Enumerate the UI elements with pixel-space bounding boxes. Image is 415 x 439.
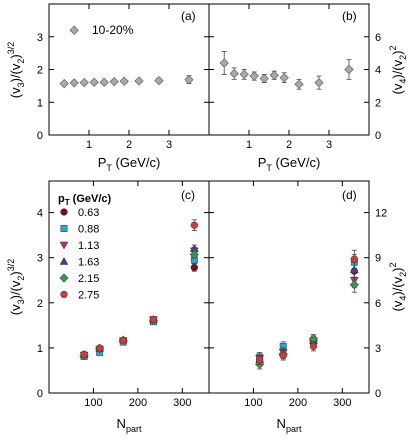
panel-b-point	[344, 64, 354, 75]
panel-c-point	[190, 221, 198, 229]
panel-a-point	[89, 77, 99, 87]
panel-a-point	[154, 76, 164, 86]
panel-c-point	[96, 344, 104, 352]
panel-b-point	[314, 77, 324, 88]
legend-marker	[60, 290, 68, 299]
legend-marker	[59, 273, 69, 283]
panel-a-legend-marker	[69, 25, 79, 35]
panel-c-ytick-label: 4	[37, 208, 43, 220]
panel-c-point	[149, 315, 158, 324]
panel-b-ytick-label: 4	[375, 65, 381, 77]
legend-title: pT (GeV/c)	[58, 193, 112, 207]
panel-a-ytick-label: 2	[37, 65, 43, 77]
panel-b-point	[294, 79, 304, 89]
panel-b-point	[229, 68, 239, 79]
panel-b-label: (b)	[342, 9, 357, 23]
panel-a-point	[134, 76, 144, 86]
panel-d-point	[349, 280, 359, 290]
panel-b-point	[259, 73, 269, 84]
panel-d-frame	[208, 180, 370, 394]
panel-b-xlabel: PT (GeV/c)	[258, 155, 321, 173]
panel-a-xlabel: PT (GeV/c)	[98, 155, 161, 173]
panel-c-xtick-label: 200	[129, 397, 147, 409]
panel-d-xlabel: Npart	[277, 416, 302, 434]
panel-c-xlabel: Npart	[117, 416, 142, 434]
legend-label: 1.13	[78, 240, 99, 252]
panel-d-ytick-label: 0	[375, 388, 381, 400]
legend-label: 0.63	[78, 207, 99, 219]
panel-d-ytick-label: 9	[375, 253, 381, 265]
panel-c-xtick-label: 300	[173, 397, 191, 409]
panel-d-ytick-label: 3	[375, 343, 381, 355]
panel-a-point	[119, 76, 129, 86]
panel-a-point	[109, 76, 119, 87]
panel-c-frame	[48, 180, 210, 394]
panel-c-ytick-label: 0	[37, 388, 43, 400]
panel-a-point	[69, 78, 79, 88]
legend-marker	[60, 208, 68, 216]
panel-b-xtick-label: 1	[246, 139, 252, 151]
panel-a-xtick-label: 3	[166, 139, 172, 151]
panel-d-ylabel: (v4)/(v2)2	[388, 262, 408, 311]
panel-c-point	[119, 337, 127, 345]
panel-a-ytick-label: 3	[37, 32, 43, 44]
panel-d-point	[309, 342, 318, 351]
panel-d-xtick-label: 300	[333, 397, 351, 409]
legend-label: 1.63	[78, 257, 99, 269]
legend-marker	[59, 256, 69, 265]
panel-d-xtick-label: 100	[244, 397, 262, 409]
panel-c-ylabel: (v3)/(v2)3/2	[6, 259, 26, 316]
panel-a-ytick-label: 0	[37, 130, 43, 142]
panel-b-point	[239, 69, 249, 80]
panel-c-ytick-label: 3	[37, 253, 43, 265]
panel-d-point	[350, 255, 358, 263]
panel-a-xtick-label: 2	[126, 139, 132, 151]
legend-marker	[60, 225, 68, 232]
panel-b-point	[249, 71, 259, 81]
panel-b-ytick-label: 2	[375, 97, 381, 109]
panel-c-point	[189, 249, 199, 260]
panel-a-point	[79, 77, 89, 88]
panel-b-ytick-label: 0	[375, 130, 381, 142]
panel-a-point	[99, 77, 109, 87]
panel-c-xtick-label: 100	[84, 397, 102, 409]
panel-a-point	[59, 78, 69, 89]
panel-a-annotation: 10-20%	[92, 23, 134, 37]
legend-label: 0.88	[78, 224, 99, 236]
panel-b-ylabel: (v4)/(v2)2	[388, 45, 408, 94]
panel-a-ytick-label: 1	[37, 97, 43, 109]
panel-b-ytick-label: 6	[375, 32, 381, 44]
panel-b-xtick-label: 2	[286, 139, 292, 151]
panel-c-ytick-label: 1	[37, 343, 43, 355]
legend-label: 2.75	[78, 290, 99, 302]
panel-b-point	[219, 58, 229, 68]
panel-c-point	[80, 350, 88, 358]
panel-a-xtick-label: 1	[86, 139, 92, 151]
panel-b-xtick-label: 3	[326, 139, 332, 151]
panel-a-ylabel: (v3)/(v2)3/2	[6, 42, 26, 99]
panel-d-ytick-label: 6	[375, 298, 381, 310]
panel-c-ytick-label: 2	[37, 298, 43, 310]
panel-d-label: (d)	[342, 188, 357, 202]
legend-label: 2.15	[78, 273, 99, 285]
panel-d-point	[256, 356, 264, 364]
panel-b-point	[279, 73, 289, 83]
panel-c-label: (c)	[181, 188, 195, 202]
panel-d-ytick-label: 12	[375, 208, 387, 220]
legend-marker	[59, 241, 69, 250]
panel-d-point	[349, 265, 359, 273]
panel-d-point	[279, 351, 287, 360]
panel-c-point	[190, 263, 198, 272]
panel-a-label: (a)	[181, 9, 196, 23]
panel-b-point	[269, 70, 279, 80]
panel-a-point	[184, 75, 194, 85]
panel-d-xtick-label: 200	[289, 397, 307, 409]
